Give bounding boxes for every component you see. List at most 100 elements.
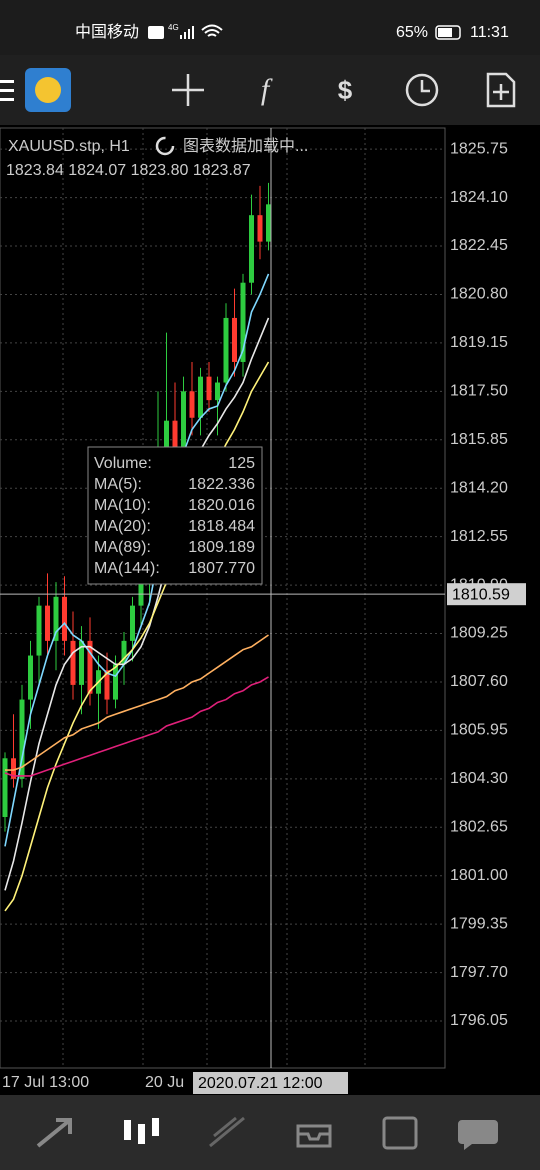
ma-line [4,317,270,891]
candle-body [121,640,127,665]
logo-mark [35,77,61,103]
chat-tab[interactable] [458,1120,498,1150]
info-label: Volume: [94,455,152,472]
candle-body [164,420,169,465]
menu-button[interactable] [0,80,14,101]
y-tick-label: 1824.10 [450,189,508,206]
candle-body [104,670,110,700]
info-value: 125 [228,455,255,472]
candle-body [87,640,93,694]
signal-icon [180,26,194,39]
candle-body [45,605,50,641]
y-tick-label: 1812.55 [450,528,508,545]
y-tick-label: 1822.45 [450,237,508,254]
clock: 11:31 [470,24,509,41]
candle-body [240,282,246,362]
loading-text: 图表数据加载中... [183,137,308,155]
network: 4G [168,23,179,32]
candle-body [189,391,195,418]
y-tick-label: 1797.70 [450,964,508,981]
x-label: 20 Ju [145,1074,184,1091]
period-button[interactable] [405,73,439,107]
ohlc: 1823.84 1824.07 1823.80 1823.87 [6,162,251,179]
info-value: 1807.770 [188,560,255,577]
symbols-button[interactable]: $ [338,75,353,105]
candle-body [206,376,212,401]
info-label: MA(89): [94,539,151,556]
candle-body [257,215,263,242]
candle-body [36,605,42,656]
toolbar [0,55,540,125]
trade-tab[interactable] [209,1116,245,1148]
candle-body [249,215,254,283]
new-order-button[interactable] [486,72,516,108]
history-tab[interactable] [296,1124,332,1148]
info-value: 1809.189 [188,539,255,556]
candle-body [113,664,118,700]
candle-body [172,420,178,448]
price-box [447,583,526,606]
info-label: MA(5): [94,476,142,493]
candle-body [266,204,271,242]
info-box [87,446,263,585]
candle-body [11,758,16,779]
chart-tab[interactable] [124,1118,159,1144]
clock-hands [420,80,430,93]
bottom-nav [0,1095,540,1170]
crosshair-time: 2020.07.21 12:00 [198,1075,323,1092]
y-tick-label: 1805.95 [450,722,508,739]
y-tick-label: 1825.75 [450,140,508,157]
wifi-icon [201,24,223,37]
y-tick-label: 1820.80 [450,286,508,303]
candle-body [232,317,237,362]
candle-body [181,391,186,448]
info-label: MA(20): [94,518,151,535]
symbol: XAUUSD.stp, H1 [8,138,130,155]
candle-body [130,605,135,641]
info-value: 1822.336 [188,476,255,493]
y-tick-label: 1807.60 [450,673,508,690]
carrier: 中国移动 [75,23,139,41]
info-value: 1820.016 [188,497,255,514]
quotes-tab[interactable] [36,1118,72,1148]
candle-body [79,640,84,685]
time-box [193,1072,348,1094]
ma-line [4,273,270,847]
y-tick-label: 1819.15 [450,334,508,351]
y-tick-label: 1814.20 [450,479,508,496]
ma-line [5,634,269,771]
y-tick-label: 1804.30 [450,770,508,787]
info-label: MA(144): [94,560,160,577]
hd-icon [148,26,164,39]
chart: 1825.75 1824.10 1822.45 1820.80 1819.15 1817.… [0,127,526,1094]
info-value: 1818.484 [188,518,255,535]
crosshair-price: 1810.59 [452,586,510,603]
candle-body [198,376,203,418]
y-tick-label: 1799.35 [450,915,508,932]
chart-frame [0,127,446,1069]
candle-body [62,596,67,641]
y-tick-label: 1802.65 [450,818,508,835]
candle-body [53,596,59,641]
y-tick-label: 1817.50 [450,383,508,400]
candle-body [2,758,8,818]
loading-spinner [155,136,175,156]
battery-level [438,28,452,37]
info-label: MA(10): [94,497,151,514]
battery-icon [435,25,461,40]
candle-body [70,640,76,685]
y-tick-label: 1815.85 [450,431,508,448]
ma-line [4,676,269,777]
y-tick-label: 1809.25 [450,625,508,642]
news-tab[interactable] [382,1116,418,1150]
x-label: 17 Jul 13:00 [2,1074,89,1091]
y-tick-label: 1796.05 [450,1012,508,1029]
status-bar [0,0,540,55]
candle-body [28,655,33,700]
candle-body [19,699,25,779]
battery: 65% [396,24,428,41]
candle-body [223,317,229,383]
crosshair-button[interactable] [172,74,204,106]
